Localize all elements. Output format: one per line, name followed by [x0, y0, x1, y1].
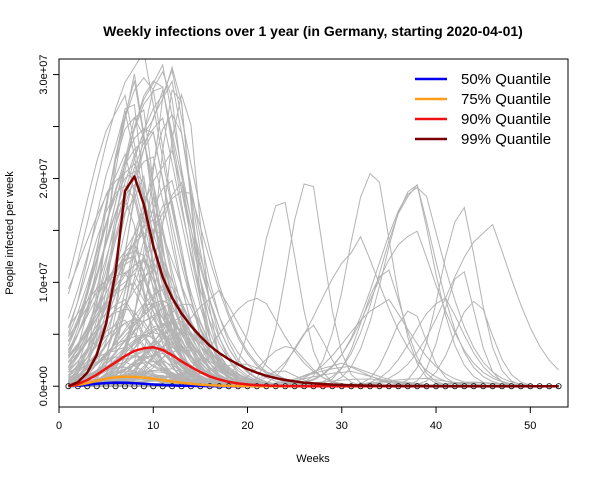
x-tick-label: 30	[336, 420, 348, 432]
y-axis: 0.0e+00 1.0e+07 2.0e+07 3.0e+07	[38, 55, 60, 406]
y-tick-label: 3.0e+07	[38, 55, 50, 95]
x-axis-label: Weeks	[296, 453, 330, 465]
x-axis: 0 10 20 30 40 50	[56, 406, 536, 432]
legend: 50% Quantile 75% Quantile 90% Quantile 99% …	[415, 71, 551, 148]
x-tick-label: 40	[430, 420, 442, 432]
x-tick-label: 0	[56, 420, 62, 432]
y-tick-label: 1.0e+07	[38, 262, 50, 302]
legend-label: 90% Quantile	[461, 111, 551, 128]
y-tick-label: 2.0e+07	[38, 158, 50, 198]
y-axis-label: People infected per week	[4, 171, 16, 295]
simulation-line	[67, 250, 559, 387]
x-tick-label: 10	[147, 420, 159, 432]
chart-title: Weekly infections over 1 year (in German…	[103, 23, 523, 39]
legend-label: 75% Quantile	[461, 91, 551, 108]
x-tick-label: 50	[524, 420, 536, 432]
series-line	[67, 175, 559, 388]
y-tick-label: 0.0e+00	[38, 366, 50, 406]
quantile-lines	[67, 175, 559, 388]
legend-label: 50% Quantile	[461, 71, 551, 88]
legend-label: 99% Quantile	[461, 131, 551, 148]
x-tick-label: 20	[241, 420, 253, 432]
